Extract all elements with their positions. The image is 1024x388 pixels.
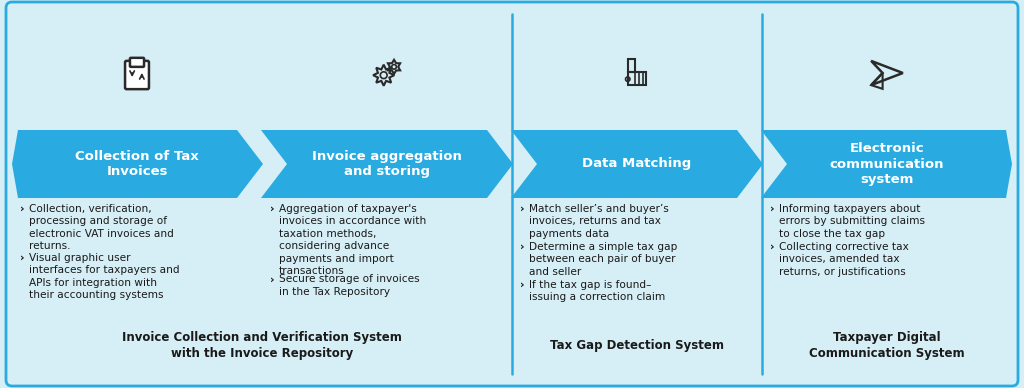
- Text: Determine a simple tax gap
between each pair of buyer
and seller: Determine a simple tax gap between each …: [529, 242, 677, 277]
- Text: Data Matching: Data Matching: [583, 158, 691, 170]
- Text: ›: ›: [270, 274, 274, 284]
- Text: Collecting corrective tax
invoices, amended tax
returns, or justifications: Collecting corrective tax invoices, amen…: [779, 242, 909, 277]
- Text: Collection of Tax
Invoices: Collection of Tax Invoices: [75, 150, 199, 178]
- Text: Invoice aggregation
and storing: Invoice aggregation and storing: [312, 150, 462, 178]
- Text: ›: ›: [270, 204, 274, 214]
- Text: Match seller’s and buyer’s
invoices, returns and tax
payments data: Match seller’s and buyer’s invoices, ret…: [529, 204, 669, 239]
- Text: ›: ›: [20, 204, 25, 214]
- Text: Informing taxpayers about
errors by submitting claims
to close the tax gap: Informing taxpayers about errors by subm…: [779, 204, 925, 239]
- Text: ›: ›: [520, 242, 524, 252]
- Text: Aggregation of taxpayer's
invoices in accordance with
taxation methods,
consider: Aggregation of taxpayer's invoices in ac…: [279, 204, 426, 276]
- Text: ›: ›: [520, 280, 524, 290]
- Text: Secure storage of invoices
in the Tax Repository: Secure storage of invoices in the Tax Re…: [279, 274, 420, 297]
- Circle shape: [392, 64, 396, 69]
- Circle shape: [380, 72, 387, 79]
- Polygon shape: [261, 130, 513, 198]
- Text: ›: ›: [770, 204, 774, 214]
- Text: ›: ›: [520, 204, 524, 214]
- Text: ›: ›: [770, 242, 774, 252]
- Text: Taxpayer Digital
Communication System: Taxpayer Digital Communication System: [809, 331, 965, 360]
- Text: Electronic
communication
system: Electronic communication system: [829, 142, 944, 186]
- Polygon shape: [761, 130, 1012, 198]
- Text: If the tax gap is found–
issuing a correction claim: If the tax gap is found– issuing a corre…: [529, 280, 666, 302]
- FancyBboxPatch shape: [130, 58, 144, 67]
- Text: Collection, verification,
processing and storage of
electronic VAT invoices and
: Collection, verification, processing and…: [29, 204, 174, 251]
- Polygon shape: [12, 130, 263, 198]
- Polygon shape: [511, 130, 763, 198]
- FancyBboxPatch shape: [125, 61, 148, 89]
- Text: Tax Gap Detection System: Tax Gap Detection System: [550, 340, 724, 353]
- Text: Visual graphic user
interfaces for taxpayers and
APIs for integration with
their: Visual graphic user interfaces for taxpa…: [29, 253, 179, 300]
- Text: Invoice Collection and Verification System
with the Invoice Repository: Invoice Collection and Verification Syst…: [122, 331, 402, 360]
- Text: ›: ›: [20, 253, 25, 263]
- FancyBboxPatch shape: [6, 2, 1018, 386]
